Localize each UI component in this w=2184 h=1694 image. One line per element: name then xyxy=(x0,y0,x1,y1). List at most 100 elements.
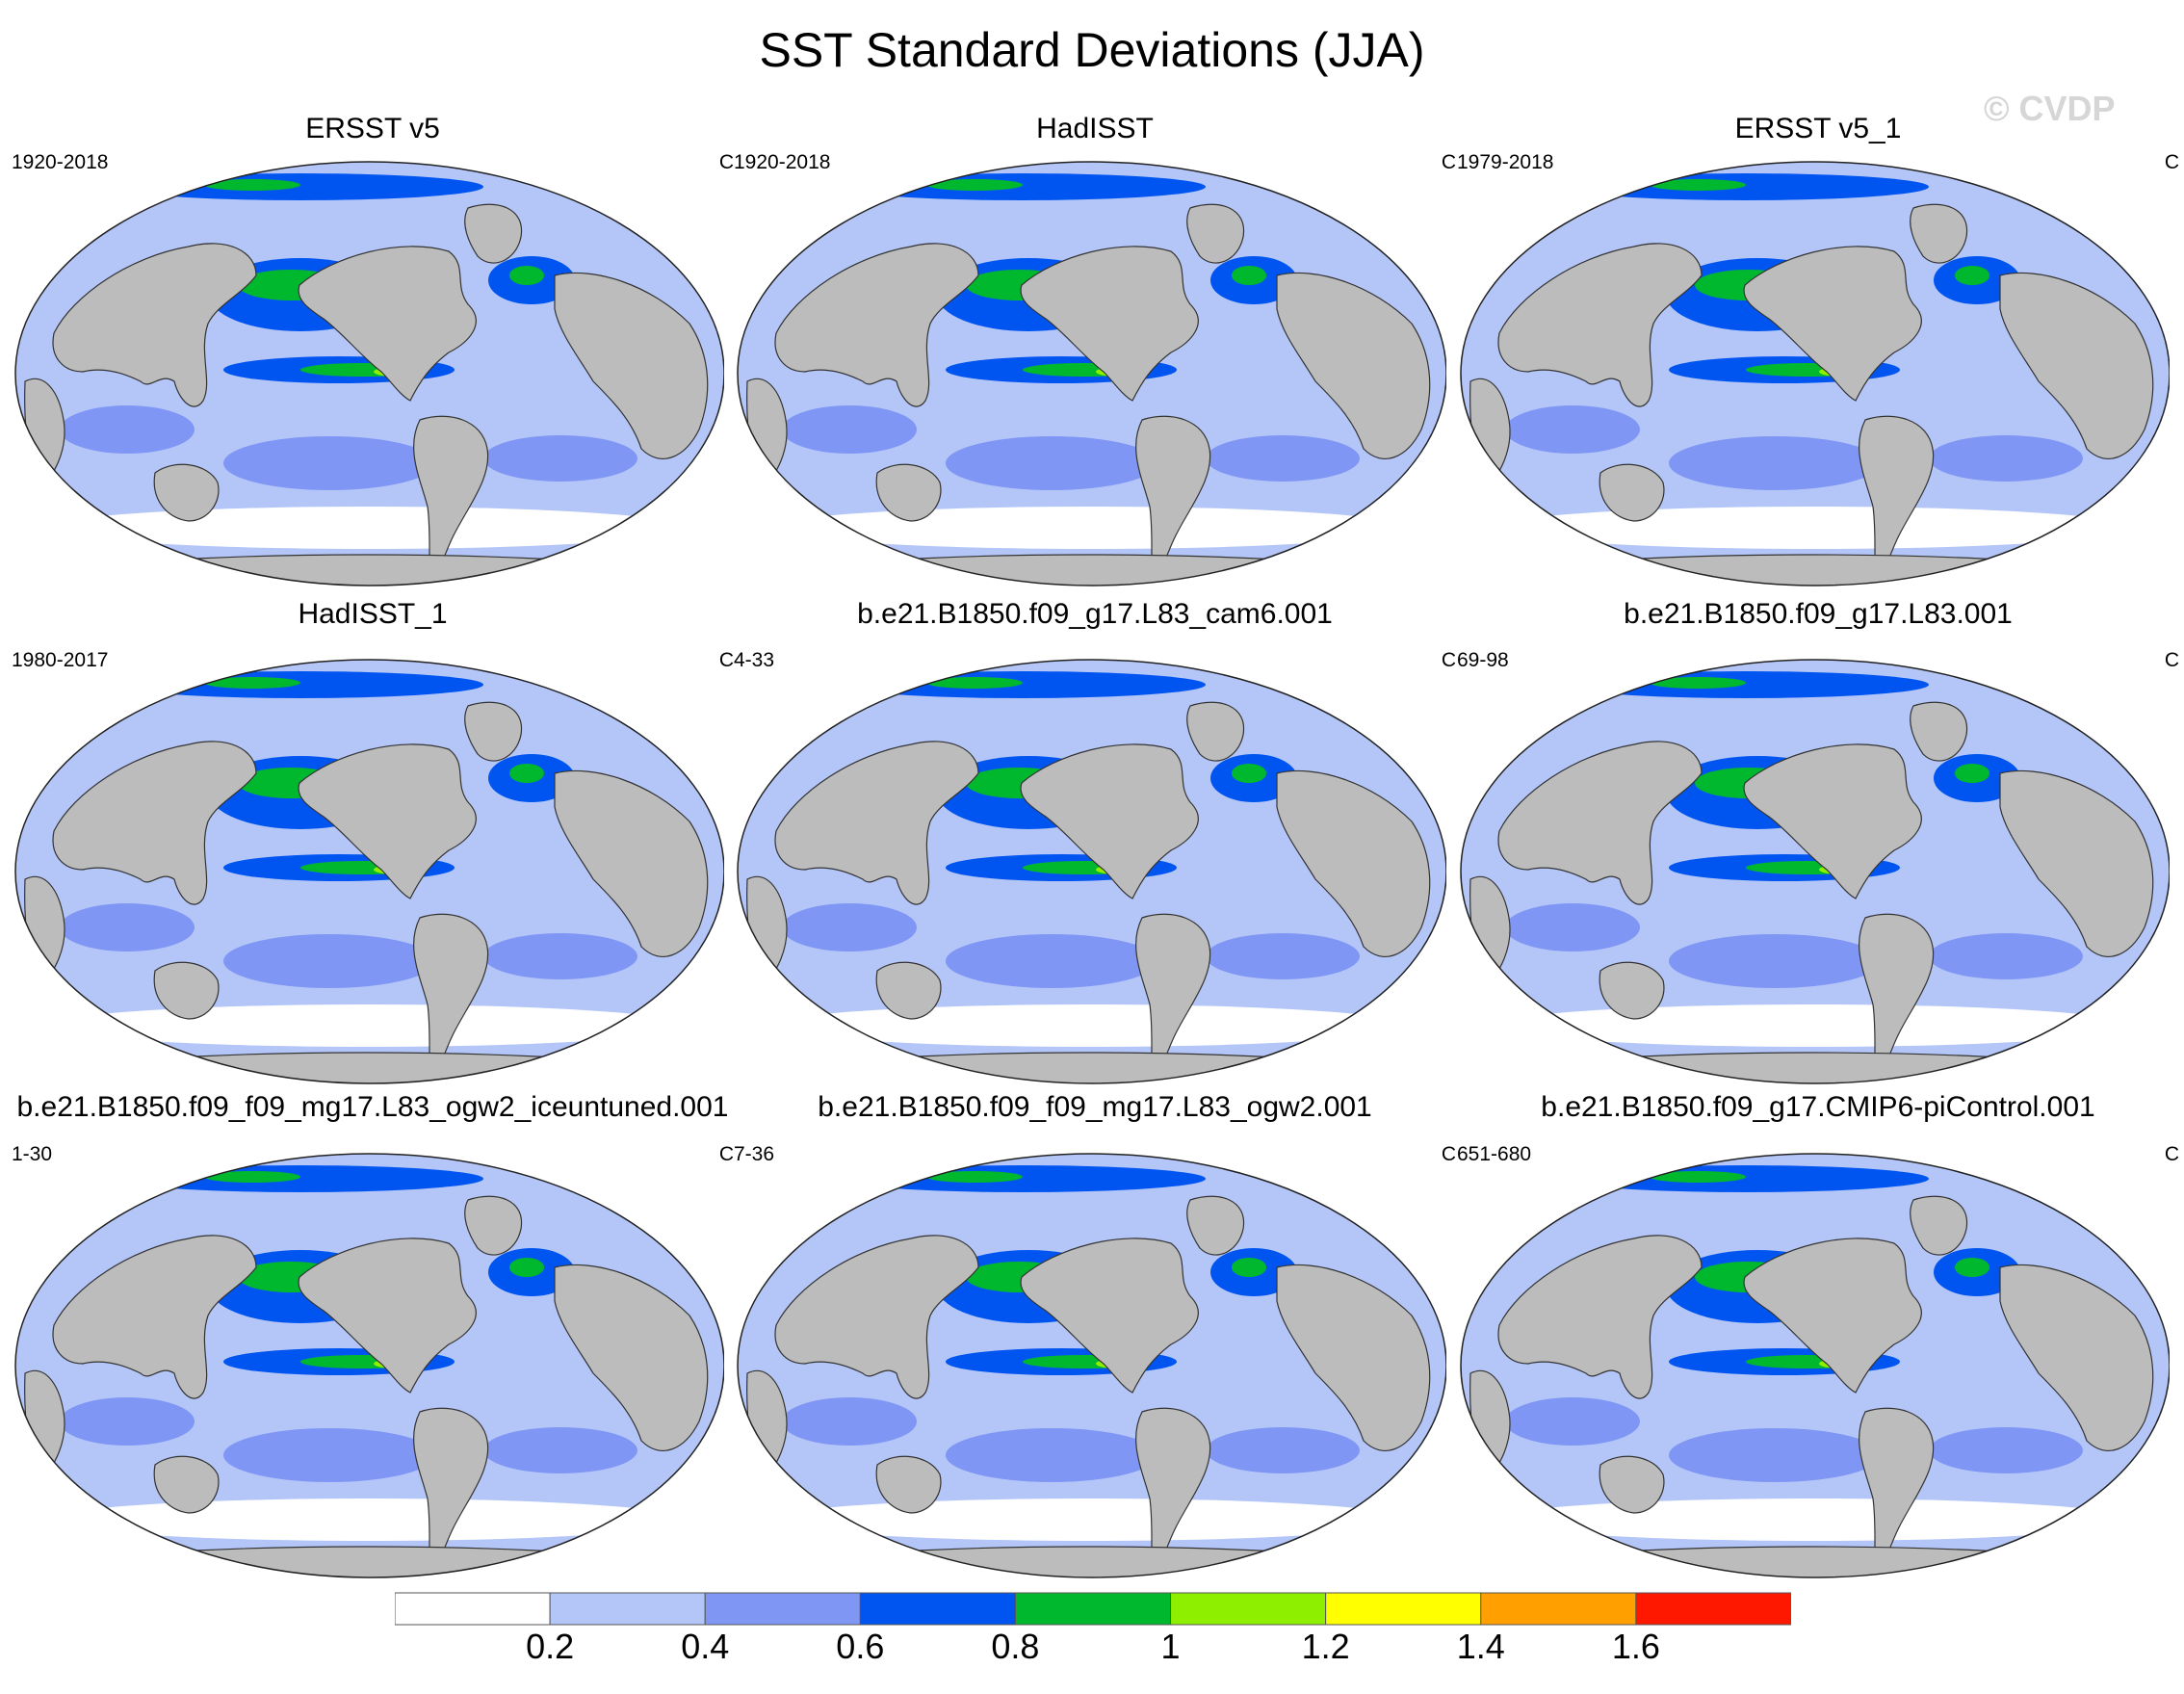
panel-units: C xyxy=(718,1143,734,1165)
southern-ocean-band xyxy=(1495,507,2131,549)
land-mass xyxy=(1910,203,1968,264)
land-mass xyxy=(793,1546,1394,1577)
south-pacific-anomaly xyxy=(1669,436,1881,490)
south-pacific-anomaly xyxy=(1669,934,1881,988)
map-panel: b.e21.B1850.f09_g17.L83_cam6.001 4-33 C xyxy=(734,598,1456,1091)
indian-ocean-anomaly xyxy=(1505,405,1640,454)
south-pacific-anomaly xyxy=(223,1428,435,1482)
panel-units: C xyxy=(1441,649,1456,671)
arctic-strip xyxy=(840,671,1206,698)
arctic-core xyxy=(1650,1171,1746,1183)
map-panel: HadISST_1 1980-2017 C xyxy=(12,598,734,1091)
map-border xyxy=(1460,659,2170,1084)
south-atlantic-anomaly xyxy=(1206,1427,1360,1473)
map-border xyxy=(737,1153,1446,1578)
indian-ocean-anomaly xyxy=(60,903,195,951)
panel-title: b.e21.B1850.f09_g17.L83.001 xyxy=(1624,598,2013,630)
south-pacific-anomaly xyxy=(946,1428,1157,1482)
land-mass xyxy=(554,272,709,459)
land-mass xyxy=(1599,1455,1665,1514)
southern-ocean-band xyxy=(772,1499,1408,1541)
land-mass xyxy=(1497,741,1703,905)
land-mass xyxy=(71,554,672,586)
panel-period: 1-30 xyxy=(12,1143,53,1165)
arctic-core xyxy=(1650,677,1746,689)
land-mass xyxy=(71,1546,672,1577)
map-svg xyxy=(14,161,724,586)
colorbar-swatch xyxy=(1014,1592,1172,1626)
land-mass xyxy=(1020,246,1199,402)
land-mass xyxy=(1599,961,1665,1020)
southern-ocean-band xyxy=(50,507,686,549)
panel-period: 7-36 xyxy=(734,1143,775,1165)
southern-ocean-band xyxy=(772,507,1408,549)
map-panel: HadISST 1920-2018 C xyxy=(734,112,1456,593)
land-mass xyxy=(1497,1235,1703,1399)
land-mass xyxy=(298,743,477,899)
north-atlantic-core xyxy=(1232,1258,1266,1277)
southern-ocean-band xyxy=(50,1499,686,1541)
land-mass xyxy=(464,203,523,264)
map-border xyxy=(1460,161,2170,586)
arctic-strip xyxy=(1563,1165,1929,1192)
map-border xyxy=(14,1153,724,1578)
land-mass xyxy=(1910,1195,1968,1256)
arctic-strip xyxy=(117,173,483,200)
panel-units: C xyxy=(1441,151,1456,173)
south-atlantic-anomaly xyxy=(483,933,637,979)
panel-title: ERSST v5 xyxy=(305,113,440,144)
land-mass xyxy=(1517,554,2118,586)
land-mass xyxy=(875,463,942,522)
panel-period: 1980-2017 xyxy=(12,649,109,671)
indian-ocean-anomaly xyxy=(1505,903,1640,951)
land-mass xyxy=(1020,743,1199,899)
colorbar-swatch xyxy=(859,1592,1016,1626)
arctic-strip xyxy=(1563,671,1929,698)
main-title: SST Standard Deviations (JJA) xyxy=(759,23,1425,77)
map-border xyxy=(737,161,1446,586)
land-mass xyxy=(1276,1264,1431,1451)
map-svg xyxy=(14,1153,724,1578)
indian-ocean-anomaly xyxy=(782,1397,917,1446)
southern-ocean-band xyxy=(772,1004,1408,1047)
arctic-core xyxy=(204,677,300,689)
colorbar-swatch xyxy=(1325,1592,1482,1626)
land-mass xyxy=(1517,1052,2118,1083)
panel-units: C xyxy=(2164,151,2179,173)
land-mass xyxy=(1497,243,1703,407)
land-mass xyxy=(52,741,257,905)
map-svg xyxy=(1460,1153,2170,1578)
panel-title: b.e21.B1850.f09_g17.L83_cam6.001 xyxy=(857,598,1333,630)
arctic-core xyxy=(204,179,300,191)
panel-period: 4-33 xyxy=(734,649,775,671)
arctic-core xyxy=(926,1171,1023,1183)
panel-title: b.e21.B1850.f09_f09_mg17.L83_ogw2_iceunt… xyxy=(16,1091,729,1123)
north-atlantic-core xyxy=(1955,764,1989,783)
arctic-core xyxy=(204,1171,300,1183)
panel-title: b.e21.B1850.f09_f09_mg17.L83_ogw2.001 xyxy=(818,1091,1372,1123)
land-mass xyxy=(464,1195,523,1256)
colorbar-swatch xyxy=(1170,1592,1327,1626)
north-atlantic-core xyxy=(1955,266,1989,285)
map-panel: b.e21.B1850.f09_g17.CMIP6-piControl.001 6… xyxy=(1457,1091,2179,1585)
land-mass xyxy=(1276,272,1431,459)
south-atlantic-anomaly xyxy=(1206,933,1360,979)
arctic-strip xyxy=(117,1165,483,1192)
colorbar-tick-label: 0.4 xyxy=(681,1627,730,1666)
map-border xyxy=(737,659,1446,1084)
land-mass xyxy=(554,1264,709,1451)
indian-ocean-anomaly xyxy=(782,903,917,951)
panel-title: HadISST_1 xyxy=(298,598,448,630)
land-mass xyxy=(1186,701,1245,762)
north-atlantic-core xyxy=(1955,1258,1989,1277)
colorbar-swatch xyxy=(1635,1592,1791,1626)
panel-units: C xyxy=(2164,1143,2179,1165)
panel-units: C xyxy=(1441,1143,1456,1165)
panel-title: b.e21.B1850.f09_g17.CMIP6-piControl.001 xyxy=(1541,1091,2095,1123)
north-atlantic-core xyxy=(509,1258,544,1277)
land-mass xyxy=(1999,272,2154,459)
colorbar-tick-label: 1.6 xyxy=(1611,1627,1660,1666)
arctic-core xyxy=(926,179,1023,191)
panel-units: C xyxy=(718,649,734,671)
southern-ocean-band xyxy=(1495,1499,2131,1541)
